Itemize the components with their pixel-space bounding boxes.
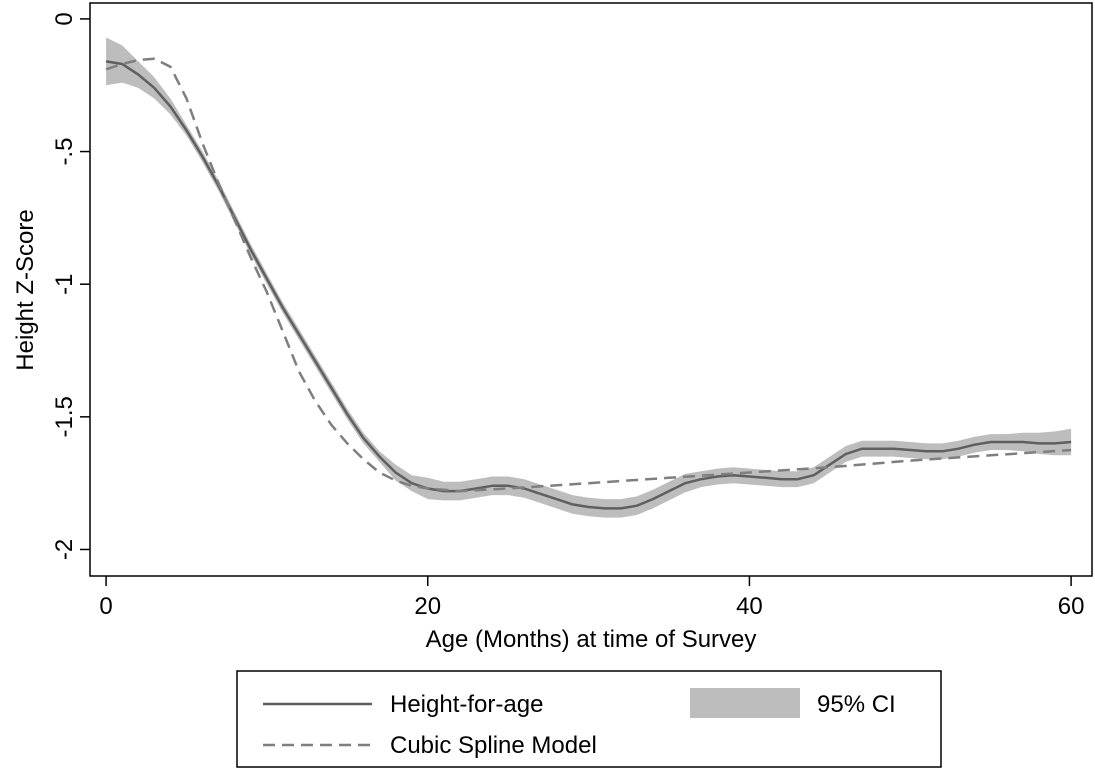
y-tick-label: -2: [51, 539, 78, 560]
y-axis-title: Height Z-Score: [12, 209, 39, 370]
x-tick-label: 20: [414, 593, 441, 620]
y-tick-label: -1: [51, 274, 78, 295]
legend-swatch-ci: [690, 688, 800, 718]
series-line-cubic-spline: [105, 57, 1072, 493]
y-tick-label: -1.5: [51, 396, 78, 437]
x-axis: 0 20 40 60: [99, 576, 1084, 620]
x-tick-label: 60: [1058, 593, 1085, 620]
legend-label-ci: 95% CI: [817, 691, 896, 718]
y-axis: 0 -.5 -1 -1.5 -2: [51, 12, 90, 560]
legend-label-cubic-spline: Cubic Spline Model: [390, 732, 597, 759]
ci-band-layer: [106, 37, 1072, 518]
legend-frame: [236, 670, 942, 768]
ci-band: [106, 37, 1072, 518]
series-line-height-for-age: [105, 60, 1072, 510]
plot-area-frame: [89, 2, 1093, 577]
legend-label-height-for-age: Height-for-age: [390, 691, 543, 718]
x-tick-label: 0: [99, 593, 112, 620]
series-line-layer: [105, 57, 1072, 510]
x-axis-title: Age (Months) at time of Survey: [426, 626, 757, 653]
y-tick-label: 0: [51, 12, 78, 25]
x-tick-label: 40: [736, 593, 763, 620]
legend: Height-for-age 95% CI Cubic Spline Model: [236, 670, 942, 768]
y-tick-label: -.5: [51, 138, 78, 166]
